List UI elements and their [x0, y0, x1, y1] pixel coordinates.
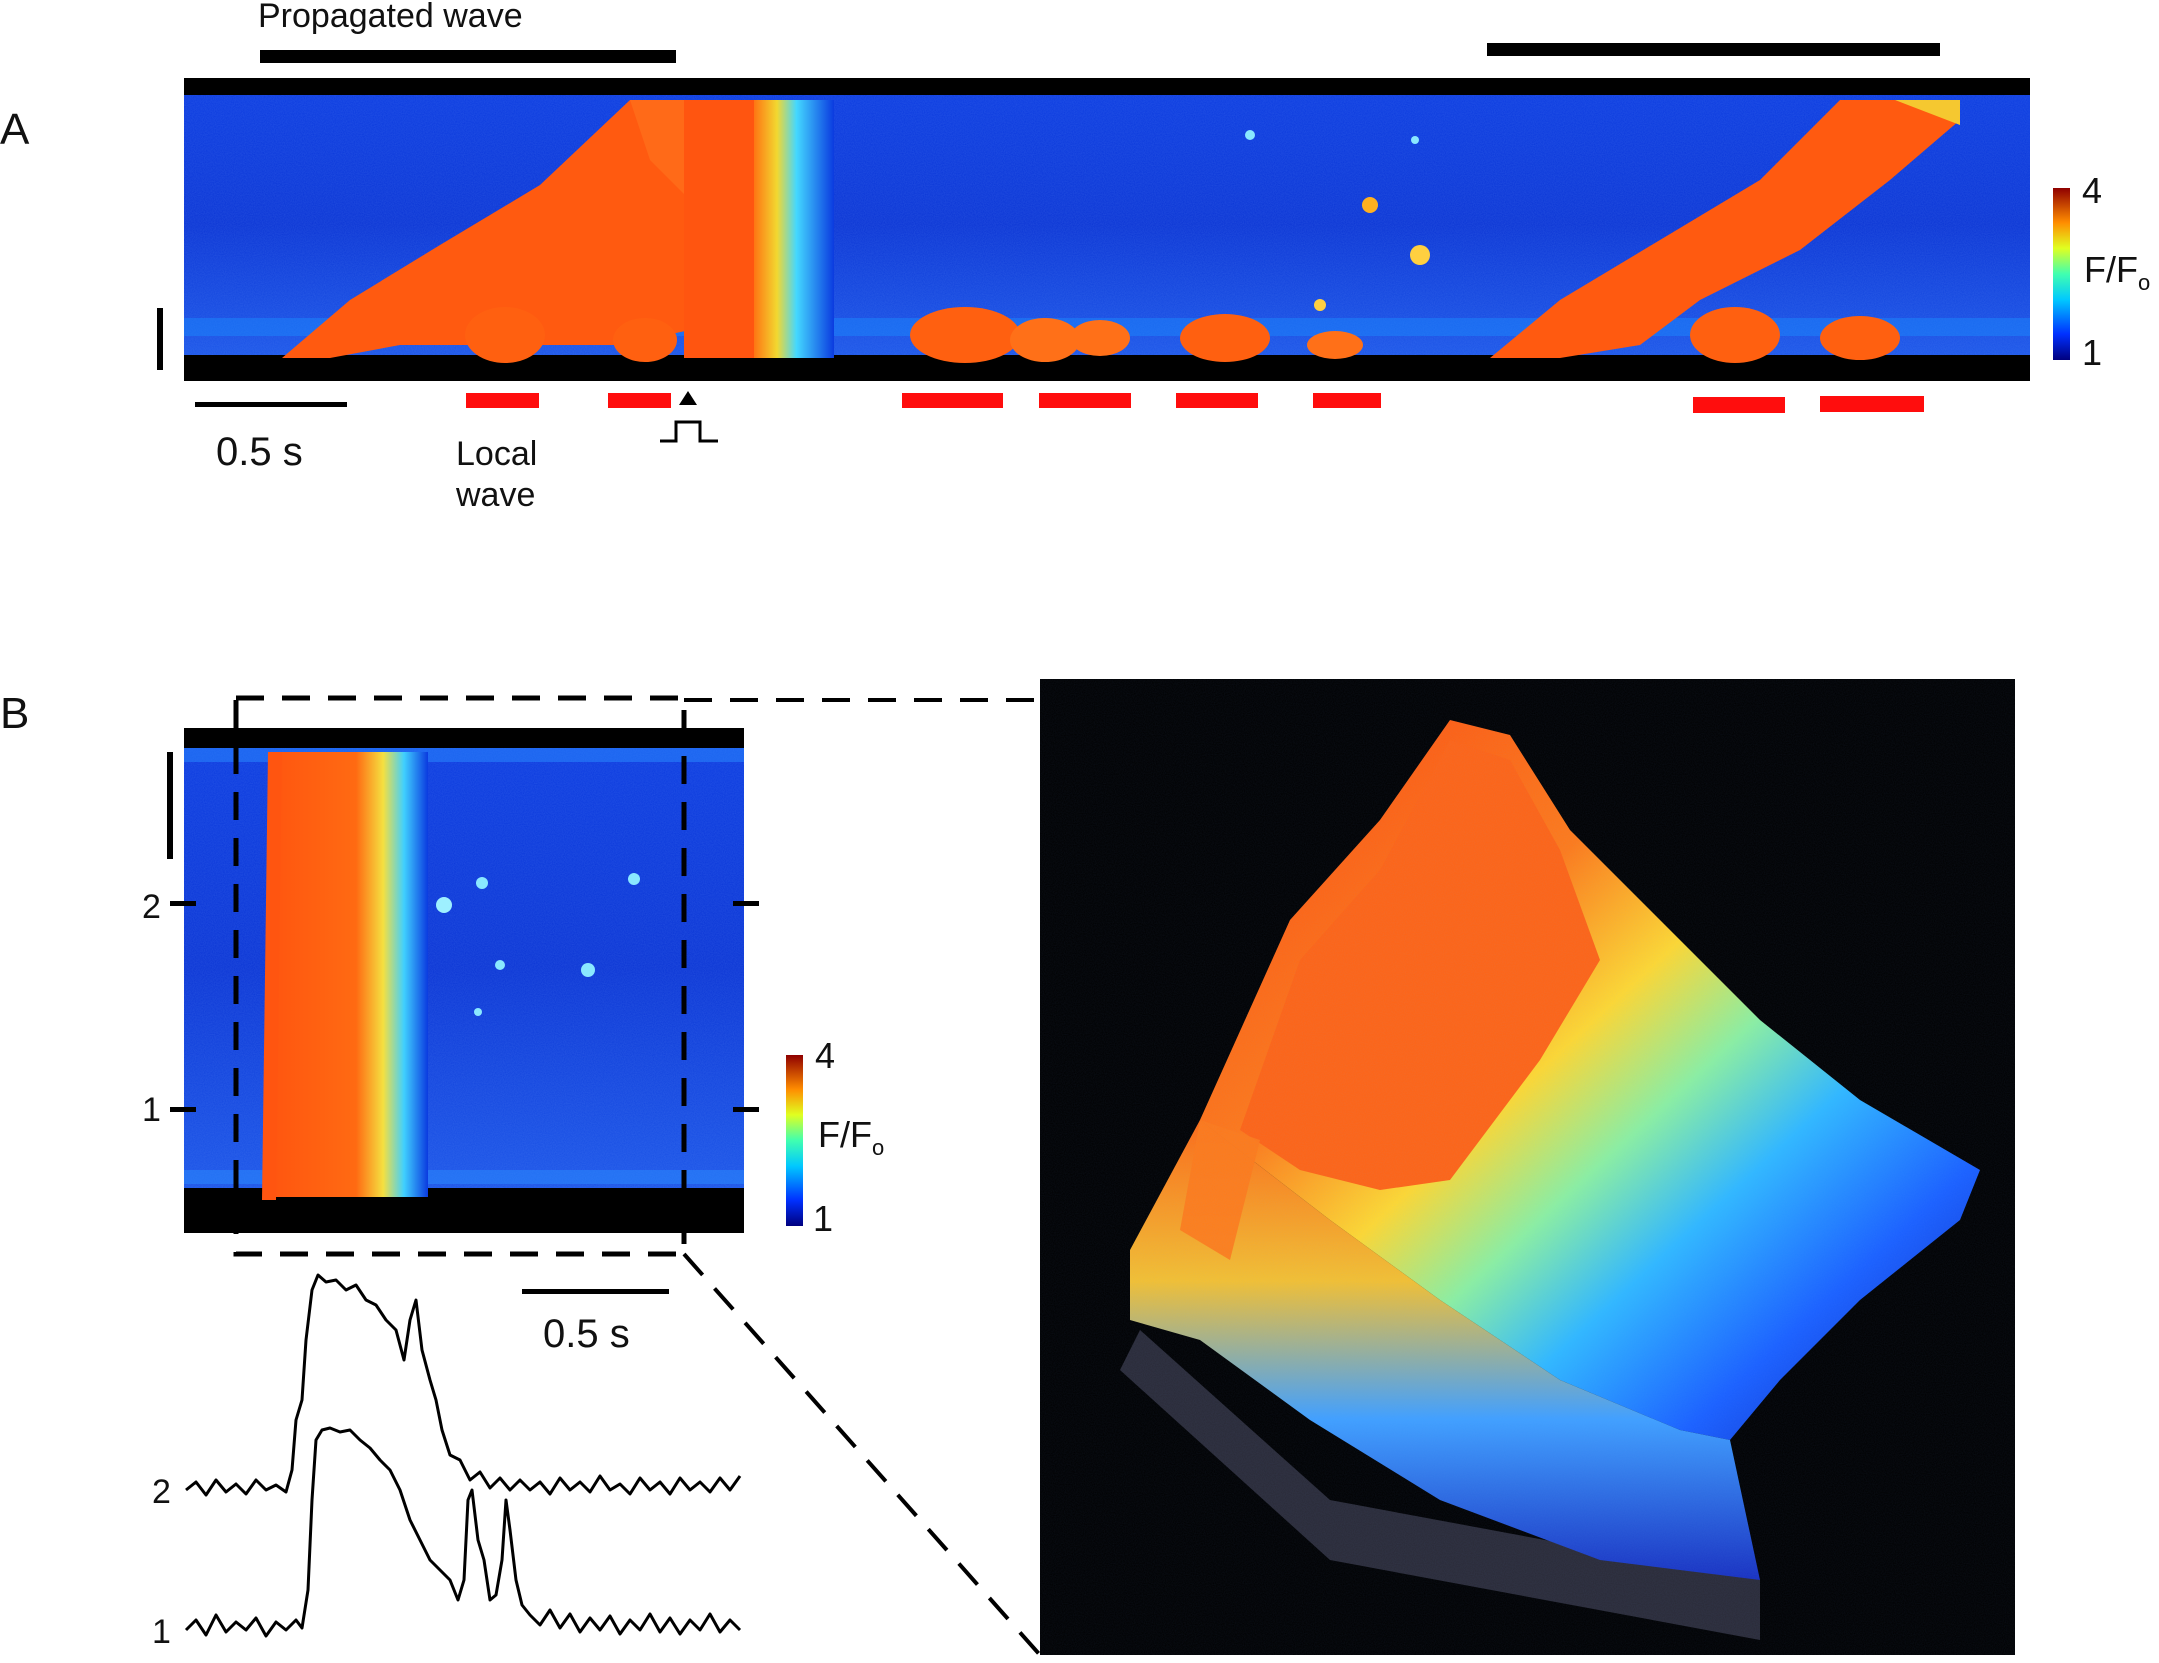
row-tick-1-right — [733, 1107, 759, 1112]
panel-a-letter: A — [0, 105, 30, 154]
propagated-wave-bar-2 — [1487, 43, 1940, 56]
colorbar-b-min: 1 — [813, 1198, 833, 1239]
row-tick-2-left — [170, 901, 196, 906]
row-tick-1-left — [170, 1107, 196, 1112]
selection-box — [233, 695, 687, 1257]
local-wave-markers — [466, 393, 1924, 413]
trace-label-1: 1 — [152, 1613, 171, 1651]
local-wave-label-2: wave — [455, 476, 535, 514]
stimulus-pulse-icon — [660, 420, 718, 443]
surface-plot-3d — [1040, 679, 2015, 1655]
linescan-image-a — [184, 78, 2030, 381]
colorbar-b-label: F/Fo — [818, 1114, 884, 1160]
time-scale-bar-a — [195, 402, 347, 407]
panel-b-letter: B — [0, 689, 29, 738]
row-label-1: 1 — [142, 1091, 161, 1129]
trace-label-2: 2 — [152, 1473, 171, 1511]
space-scale-bar-a — [157, 308, 163, 370]
time-scale-a: 0.5 s — [216, 430, 303, 474]
stimulus-arrow-icon — [679, 391, 697, 405]
colorbar-b-max: 4 — [815, 1035, 835, 1076]
local-wave-marker — [608, 393, 671, 408]
local-wave-marker — [466, 393, 539, 408]
colorbar-a-label: F/Fo — [2084, 249, 2150, 295]
local-wave-marker — [1693, 397, 1785, 413]
propagated-wave-1 — [282, 100, 690, 358]
local-wave-marker — [1039, 393, 1131, 408]
zoom-line-bottom — [682, 1252, 1042, 1657]
local-wave-label-1: Local — [456, 435, 537, 473]
trace-2 — [185, 1273, 742, 1497]
propagated-wave-bar-1 — [260, 50, 676, 63]
colorbar-a — [2053, 188, 2070, 360]
propagated-wave-2 — [1490, 100, 1960, 358]
local-wave-marker — [902, 393, 1003, 408]
time-scale-bar-b — [522, 1289, 669, 1294]
linescan-image-b — [184, 728, 744, 1233]
colorbar-a-min: 1 — [2082, 332, 2102, 373]
row-tick-2-right — [733, 901, 759, 906]
propagated-wave-label: Propagated wave — [258, 0, 523, 35]
colorbar-a-max: 4 — [2082, 170, 2102, 211]
local-wave-marker — [1313, 393, 1381, 408]
local-wave-marker — [1176, 393, 1258, 408]
row-label-2: 2 — [142, 888, 161, 926]
space-scale-bar-b — [167, 752, 173, 859]
local-wave-marker — [1820, 396, 1924, 412]
trace-1 — [184, 1426, 742, 1638]
colorbar-b — [786, 1055, 803, 1226]
wave-band-b — [268, 752, 428, 1197]
time-scale-b: 0.5 s — [543, 1312, 630, 1356]
